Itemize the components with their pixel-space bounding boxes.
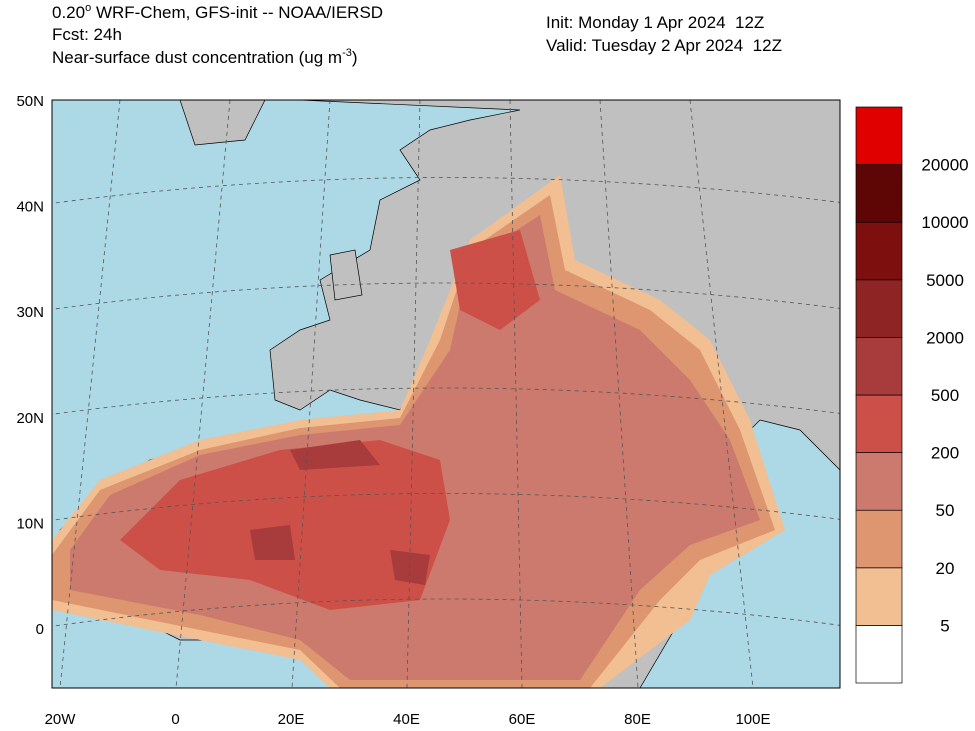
map-frame xyxy=(51,99,841,689)
dust-200 xyxy=(120,440,450,610)
valid-time: Valid: Tuesday 2 Apr 2024 12Z xyxy=(546,36,782,55)
colorbar-box xyxy=(855,452,903,511)
colorbar-label: 5000 xyxy=(926,271,964,290)
unit-exp: -3 xyxy=(342,47,352,59)
colorbar-label: 200 xyxy=(931,444,959,463)
colorbar-box xyxy=(855,625,903,684)
colorbar-box xyxy=(855,106,903,165)
colorbar-box xyxy=(855,279,903,338)
lat-label: 40N xyxy=(16,199,44,216)
lat-label: 10N xyxy=(16,515,44,532)
map xyxy=(52,100,840,688)
land xyxy=(179,100,266,146)
lat-label: 50N xyxy=(16,93,44,110)
lat-label: 0 xyxy=(36,621,44,638)
lon-label: 40E xyxy=(393,711,420,726)
lon-label: 20E xyxy=(278,711,305,726)
colorbar-label: 500 xyxy=(931,386,959,405)
model-line: 0.20o WRF-Chem, GFS-init -- NOAA/IERSD xyxy=(52,2,383,22)
colorbar-label: 50 xyxy=(936,501,955,520)
colorbar-box xyxy=(855,337,903,396)
model: WRF-Chem, GFS-init -- NOAA/IERSD xyxy=(91,3,383,22)
init-time: Init: Monday 1 Apr 2024 12Z xyxy=(546,13,764,32)
lon-label: 100E xyxy=(735,711,770,726)
field: Near-surface dust concentration (ug m-3) xyxy=(52,47,358,67)
colorbar-box xyxy=(855,164,903,223)
degree: o xyxy=(85,2,91,14)
field-end: ) xyxy=(352,48,358,67)
dust-200 xyxy=(450,230,540,330)
colorbar-box xyxy=(855,567,903,626)
colorbar-box xyxy=(855,394,903,453)
lat-label: 20N xyxy=(16,410,44,427)
field-name: Near-surface dust concentration (ug m xyxy=(52,48,342,67)
land xyxy=(329,249,363,301)
colorbar-label: 20000 xyxy=(921,156,968,175)
colorbar-label: 10000 xyxy=(921,213,968,232)
colorbar-box xyxy=(855,221,903,281)
graticule xyxy=(52,100,840,688)
lon-label: 0 xyxy=(171,711,179,726)
dust-500 xyxy=(250,440,430,585)
lon-label: 60E xyxy=(509,711,536,726)
colorbar-label: 20 xyxy=(936,559,955,578)
lat-label: 30N xyxy=(16,304,44,321)
colorbar-label: 2000 xyxy=(926,328,964,347)
lon-label: 80E xyxy=(624,711,651,726)
resolution: 0.20 xyxy=(52,3,85,22)
lon-label: 20W xyxy=(45,711,77,726)
colorbar-label: 5 xyxy=(940,616,949,635)
colorbar-box xyxy=(855,509,903,569)
forecast: Fcst: 24h xyxy=(52,25,122,44)
